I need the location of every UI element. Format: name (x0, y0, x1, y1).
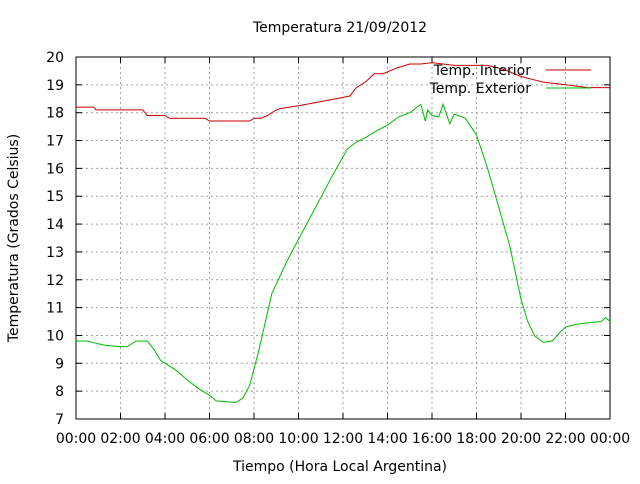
legend-label: Temp. Interior (433, 63, 532, 79)
y-tick-label: 9 (55, 356, 64, 372)
x-tick-label: 10:00 (278, 431, 318, 447)
x-tick-label: 04:00 (145, 431, 185, 447)
y-tick-label: 19 (46, 78, 64, 94)
x-tick-label: 00:00 (56, 431, 96, 447)
series-line-temp-exterior (76, 102, 611, 403)
y-tick-label: 17 (46, 134, 64, 150)
y-tick-label: 14 (46, 217, 64, 233)
x-tick-label: 06:00 (189, 431, 229, 447)
y-tick-label: 20 (46, 50, 64, 66)
x-tick-label: 16:00 (412, 431, 452, 447)
x-tick-label: 18:00 (456, 431, 496, 447)
y-tick-label: 15 (46, 189, 64, 205)
x-tick-label: 14:00 (367, 431, 407, 447)
y-tick-label: 10 (46, 328, 64, 344)
y-tick-label: 11 (46, 301, 64, 317)
x-tick-label: 12:00 (323, 431, 363, 447)
y-tick-label: 13 (46, 245, 64, 261)
x-tick-label: 00:00 (590, 431, 630, 447)
y-tick-label: 18 (46, 106, 64, 122)
chart-title: Temperatura 21/09/2012 (252, 20, 427, 36)
axis-ticks: 00:00 02:00 04:00 06:00 08:00 10:00 12:00 14:00… (46, 50, 630, 447)
series-lines (76, 62, 611, 403)
y-tick-label: 16 (46, 161, 64, 177)
grid-lines (76, 57, 610, 419)
y-tick-label: 12 (46, 273, 64, 289)
legend: Temp. Interior Temp. Exterior (429, 63, 591, 97)
x-tick-label: 20:00 (501, 431, 541, 447)
x-tick-label: 02:00 (100, 431, 140, 447)
x-tick-label: 22:00 (545, 431, 585, 447)
y-axis-label: Temperatura (Grados Celsius) (6, 134, 22, 343)
y-tick-label: 7 (55, 412, 64, 428)
x-tick-label: 08:00 (234, 431, 274, 447)
legend-label: Temp. Exterior (429, 81, 532, 97)
series-line-temp-interior (76, 62, 610, 122)
x-axis-label: Tiempo (Hora Local Argentina) (232, 459, 447, 475)
y-tick-label: 8 (55, 384, 64, 400)
